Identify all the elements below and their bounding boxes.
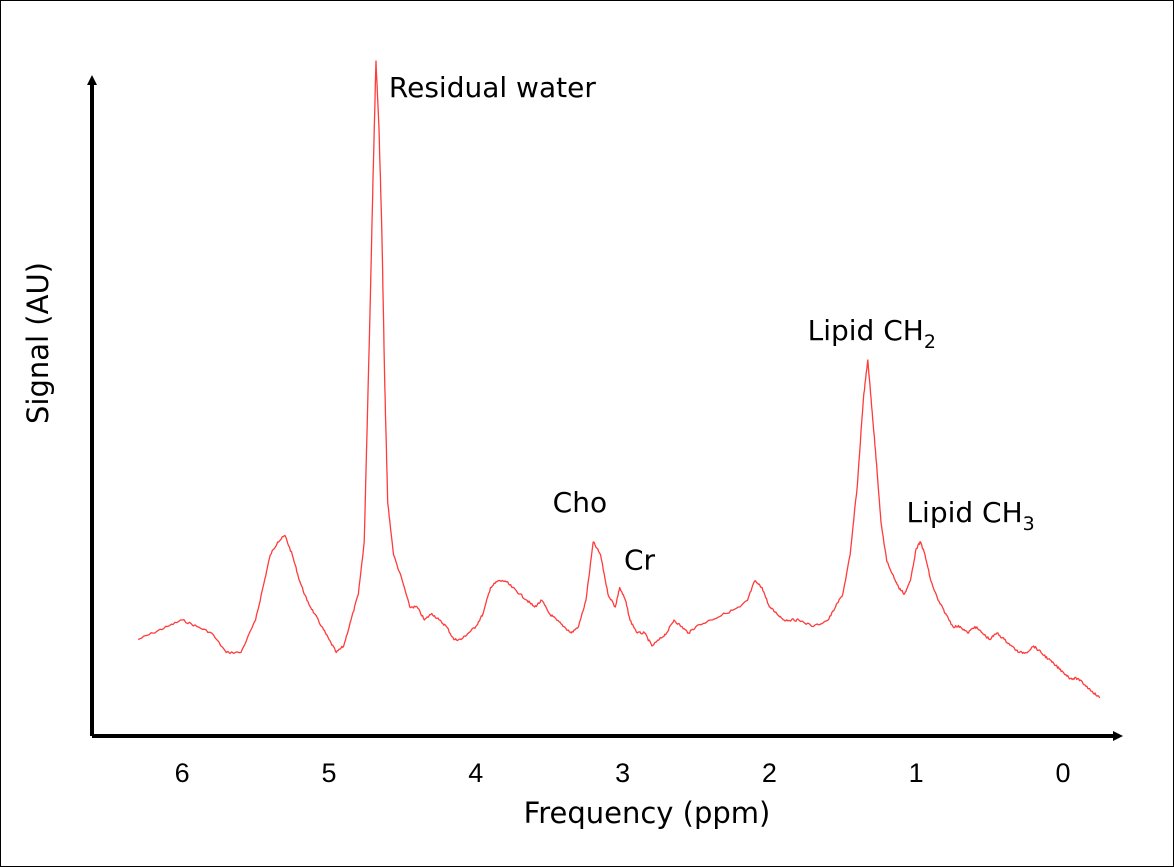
peak-annotations: Residual water Cho Cr Lipid CH2 Lipid CH3 — [389, 71, 1035, 577]
x-tick-label: 2 — [762, 758, 777, 788]
x-tick-label: 4 — [468, 758, 483, 788]
x-axis-label: Frequency (ppm) — [524, 796, 771, 830]
peak-label: Lipid CH2 — [808, 314, 936, 353]
x-tick-label: 3 — [615, 758, 630, 788]
x-tick-labels: 6 5 4 3 2 1 0 — [175, 758, 1071, 788]
series-line — [137, 60, 1101, 699]
peak-label: Residual water — [389, 71, 596, 104]
plot-area — [137, 60, 1101, 699]
y-axis-label: Signal (AU) — [21, 262, 55, 424]
x-tick-label: 1 — [909, 758, 924, 788]
x-tick-label: 6 — [175, 758, 190, 788]
peak-label: Lipid CH3 — [906, 496, 1034, 535]
x-tick-label: 5 — [321, 758, 336, 788]
peak-label: Cr — [624, 544, 656, 577]
peak-label: Cho — [553, 486, 607, 519]
x-tick-label: 0 — [1055, 758, 1070, 788]
